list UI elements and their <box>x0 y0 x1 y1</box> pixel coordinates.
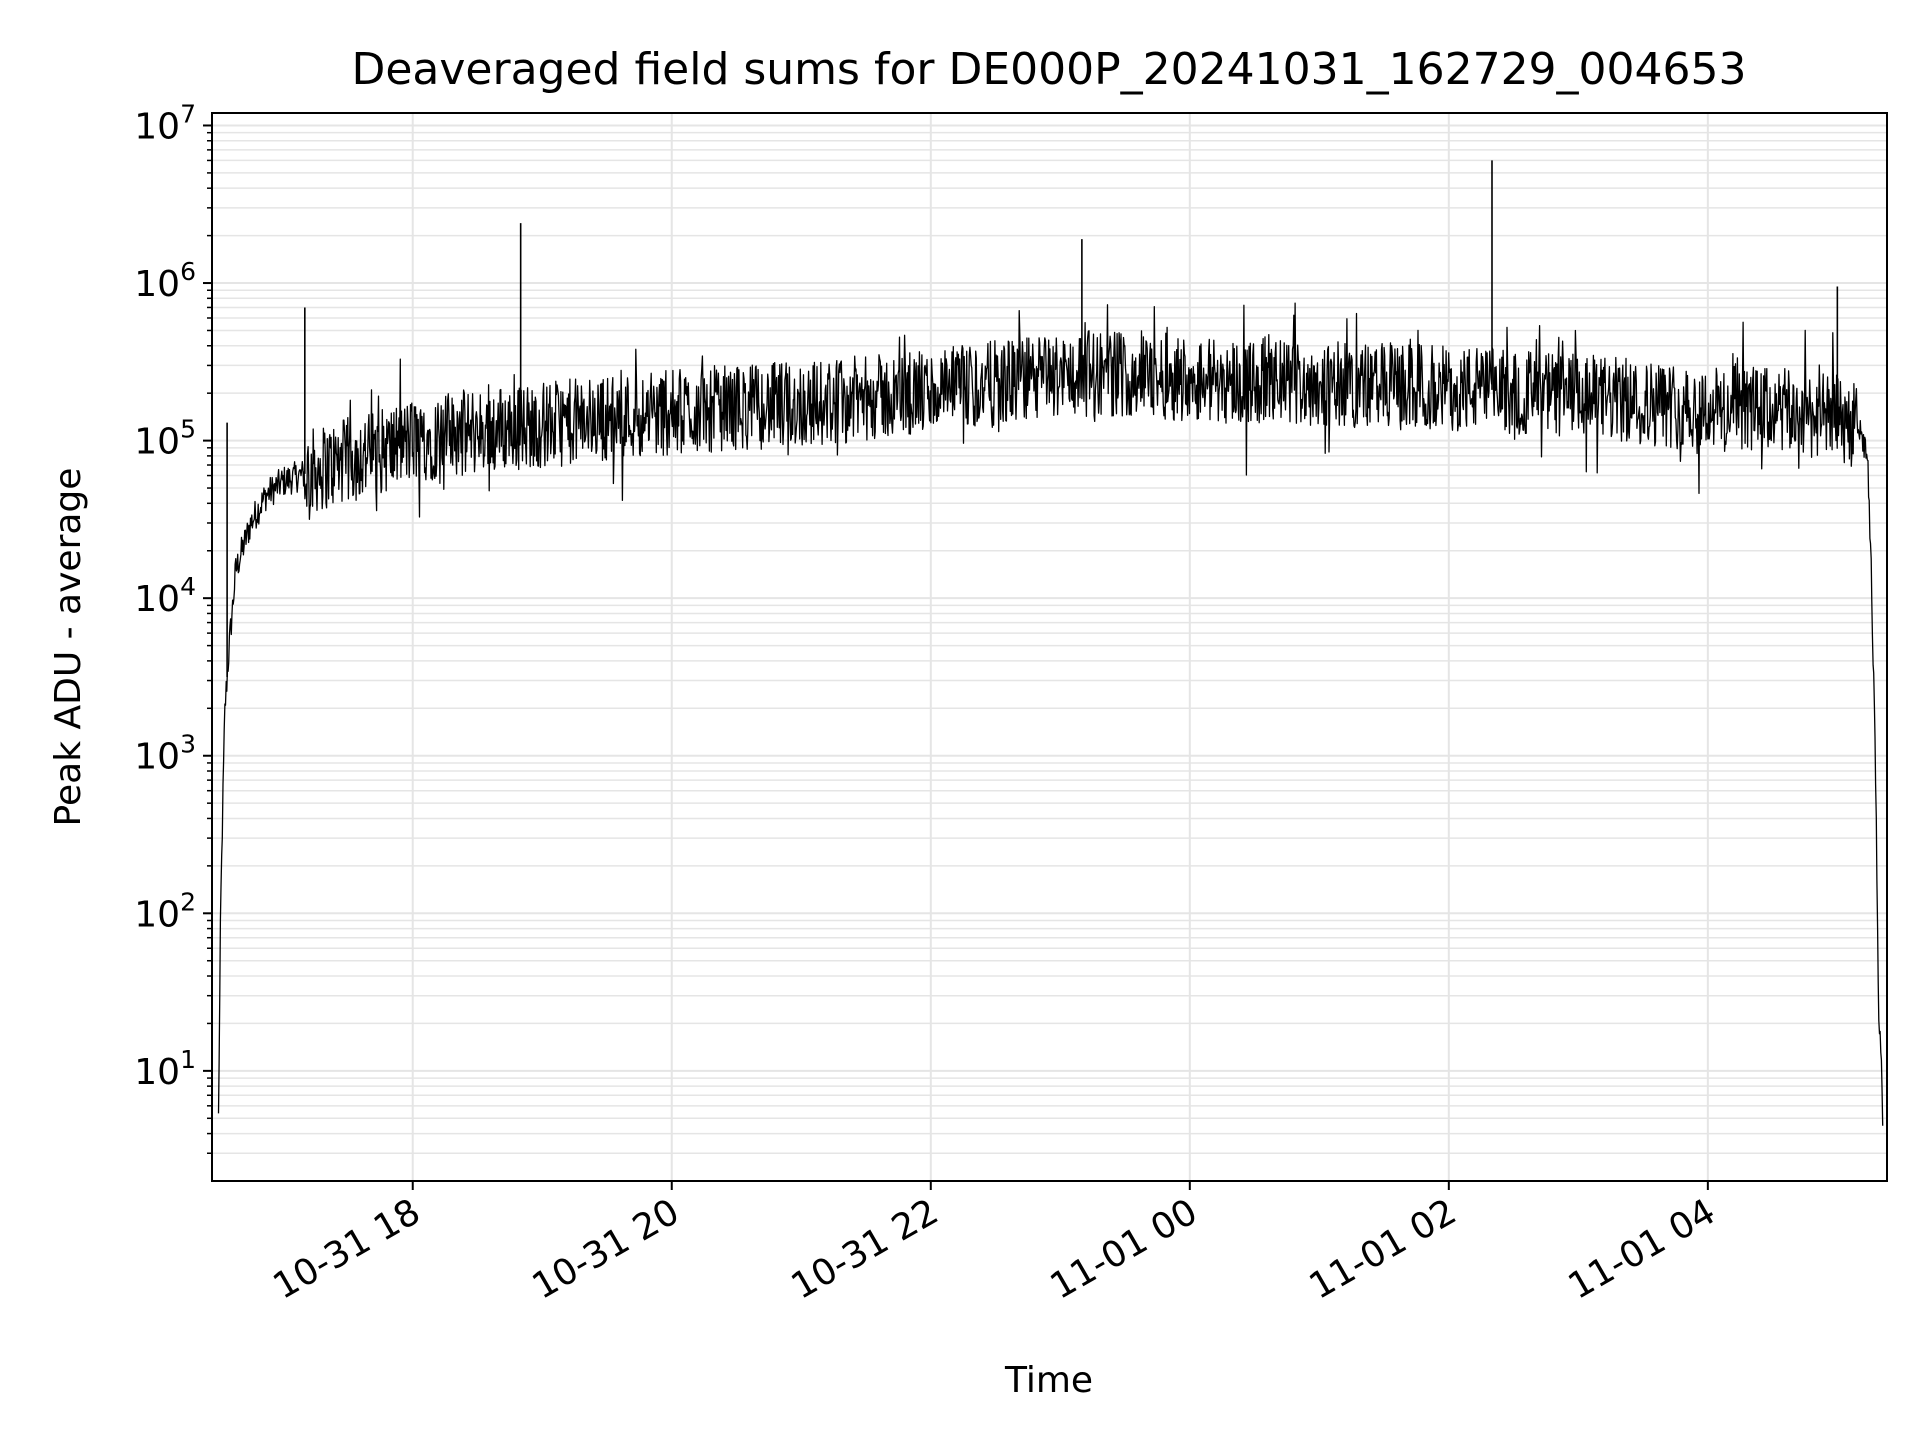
y-tick-label: 107 <box>134 99 196 147</box>
y-axis-ticks: 101 102 103 104 105 106 107 <box>134 99 212 1155</box>
y-tick-label: 104 <box>134 572 196 620</box>
chart-title: Deaveraged field sums for DE000P_2024103… <box>351 44 1746 95</box>
series-line <box>217 302 1884 1126</box>
y-tick-label: 103 <box>134 730 196 778</box>
series-layer <box>217 160 1884 1126</box>
y-axis-label: Peak ADU - average <box>48 468 89 827</box>
y-tick-label: 106 <box>134 257 196 305</box>
axes-frame <box>211 112 1888 1182</box>
x-axis-label: Time <box>1004 1360 1093 1401</box>
y-tick-label: 105 <box>134 415 196 463</box>
y-tick-label: 101 <box>134 1045 196 1093</box>
grid-lines <box>212 113 1887 1181</box>
y-tick-label: 102 <box>134 887 196 935</box>
